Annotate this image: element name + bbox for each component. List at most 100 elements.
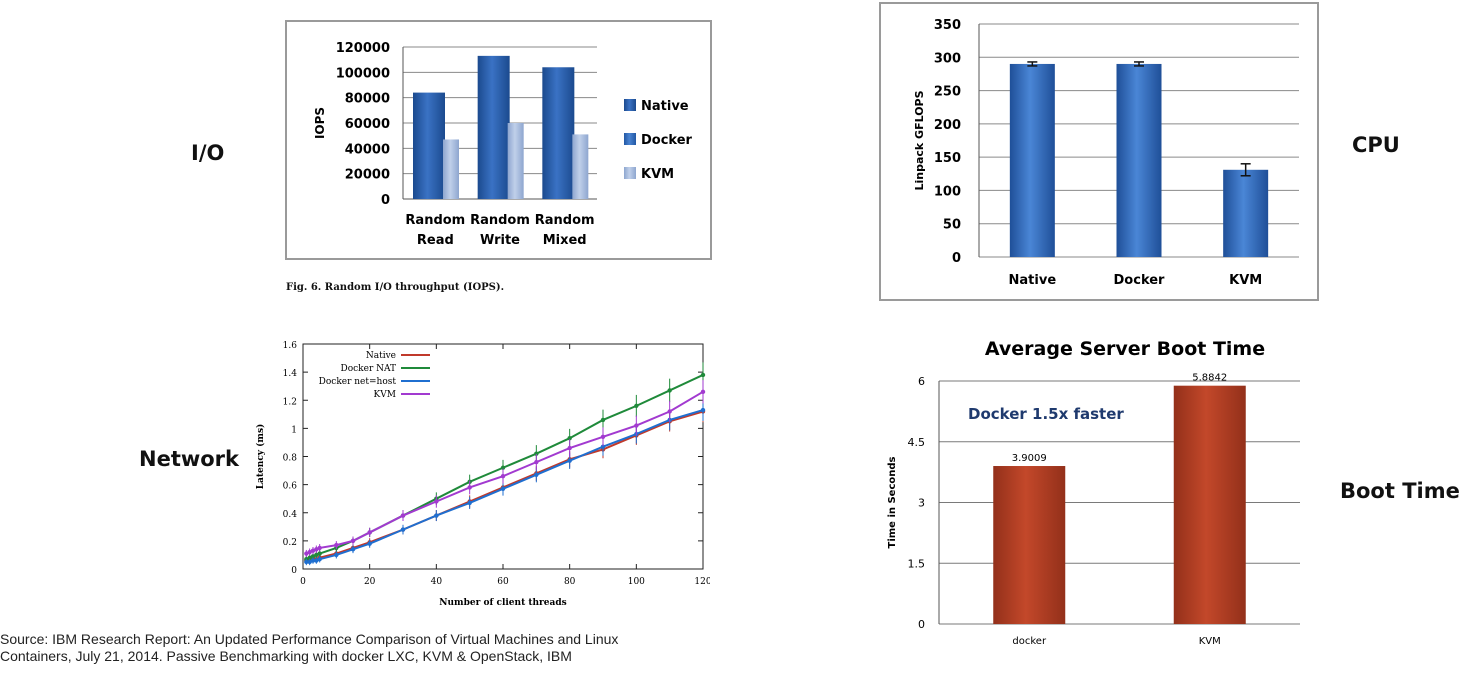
network-point [534, 451, 539, 456]
cpu-chart: 0 50 100 150 200 250 300 350 Linpack GFLOPS Nativ… [913, 18, 1299, 288]
source-citation: Source: IBM Research Report: An Updated … [0, 631, 618, 665]
boot-ytick-label: 1.5 [908, 557, 926, 570]
network-point [500, 473, 506, 479]
cpu-bar [1116, 63, 1162, 257]
io-xtick-label: Read [417, 233, 454, 248]
boot-ytick-label: 6 [918, 375, 925, 388]
cpu-xtick-label: Native [1009, 273, 1057, 288]
network-point [700, 389, 706, 395]
io-ylabel: IOPS [313, 107, 327, 139]
io-bar-kvm [507, 123, 524, 199]
network-point [667, 409, 672, 414]
cpu-bar [1223, 169, 1269, 257]
io-xtick-label: Write [480, 233, 520, 248]
cpu-ytick-label: 150 [934, 151, 961, 166]
io-xtick-label: Random [535, 213, 595, 228]
network-ytick-label: 0.2 [283, 538, 297, 548]
boot-xtick-label: KVM [1199, 636, 1221, 647]
io-ytick-label: 40000 [345, 142, 390, 157]
io-xtick-label: Mixed [543, 233, 587, 248]
boot-chart: Average Server Boot Time 0 1.5 3 4.5 6 Time in… [887, 338, 1300, 647]
network-point [434, 499, 439, 504]
cpu-xtick-label: KVM [1229, 273, 1262, 288]
network-point [467, 485, 472, 490]
network-xlabel: Number of client threads [439, 598, 566, 608]
io-ytick-label: 20000 [345, 168, 390, 183]
network-xtick-label: 40 [431, 577, 443, 587]
network-label: Network [139, 447, 240, 471]
network-point [304, 559, 309, 565]
io-xtick-label: Random [405, 213, 465, 228]
network-xtick-label: 100 [628, 577, 645, 587]
network-point [307, 549, 312, 555]
network-point [334, 542, 339, 548]
cpu-ytick-label: 50 [943, 218, 961, 233]
network-ytick-label: 0 [291, 566, 297, 576]
network-point [304, 551, 309, 556]
network-point [600, 434, 606, 440]
io-chart-frame: 0 20000 40000 60000 80000 100000 120000 IOPS Ran… [285, 20, 712, 260]
network-legend-label: Docker NAT [340, 364, 396, 374]
boot-ytick-label: 0 [918, 618, 925, 631]
network-point [307, 555, 312, 560]
network-legend-label: Docker net=host [319, 377, 397, 387]
network-point [434, 513, 439, 518]
boot-annotation: Docker 1.5x faster [968, 405, 1124, 423]
network-point [567, 436, 572, 441]
network-ytick-label: 1 [291, 425, 297, 435]
network-point [317, 556, 322, 562]
cpu-ytick-label: 250 [934, 85, 961, 100]
io-ytick-label: 100000 [336, 66, 390, 81]
network-point [500, 465, 506, 470]
cpu-chart-frame: 0 50 100 150 200 250 300 350 Linpack GFLOPS Nativ… [879, 2, 1319, 301]
boot-bar [1173, 385, 1246, 624]
network-ytick-label: 0.6 [283, 482, 298, 492]
network-point [310, 558, 316, 563]
network-point [600, 417, 606, 423]
boot-value-label: 3.9009 [1012, 453, 1047, 464]
network-point [634, 403, 639, 409]
network-ytick-label: 1.6 [283, 341, 298, 351]
network-point [317, 551, 322, 556]
io-xtick-label: Random [470, 213, 530, 228]
network-chart: 0 0.2 0.4 0.6 0.8 1 1.2 1.4 1.6 0 20 40 60 80 100 120 Nu… [255, 341, 710, 608]
network-point [700, 407, 706, 413]
boot-bar [993, 466, 1066, 624]
io-legend-label: Docker [641, 133, 693, 148]
io-ytick-label: 80000 [345, 92, 390, 107]
io-bar-native [542, 67, 575, 199]
io-legend-swatch [624, 133, 636, 145]
cpu-bar [1009, 63, 1055, 257]
network-point [467, 500, 472, 506]
network-point [310, 548, 316, 553]
io-bar-kvm [443, 139, 459, 199]
io-label: I/O [191, 141, 225, 165]
boot-chart-title: Average Server Boot Time [985, 338, 1265, 360]
cpu-ytick-label: 100 [934, 184, 961, 199]
cpu-xtick-label: Docker [1114, 273, 1166, 288]
io-ytick-label: 60000 [345, 117, 390, 132]
network-xtick-label: 120 [694, 577, 710, 587]
network-point [400, 513, 406, 518]
network-ytick-label: 1.2 [283, 397, 297, 407]
boot-ytick-label: 4.5 [908, 436, 926, 449]
network-point [314, 552, 319, 558]
network-ytick-label: 0.8 [283, 454, 298, 464]
network-ylabel: Latency (ms) [255, 424, 266, 490]
network-series-line [305, 390, 704, 555]
network-xtick-label: 80 [564, 577, 576, 587]
source-line-2: Containers, July 21, 2014. Passive Bench… [0, 648, 572, 664]
cpu-ytick-label: 0 [952, 251, 961, 266]
network-point [667, 388, 672, 393]
network-point [700, 372, 706, 378]
network-legend-label: KVM [374, 390, 396, 400]
boot-xtick-label: docker [1012, 636, 1047, 647]
boot-ytick-label: 3 [918, 497, 925, 510]
io-legend-swatch [624, 167, 636, 179]
network-point [567, 458, 572, 463]
cpu-ytick-label: 300 [934, 51, 961, 66]
network-point [350, 538, 356, 544]
io-chart: 0 20000 40000 60000 80000 100000 120000 IOPS Ran… [313, 41, 693, 248]
network-point [634, 423, 639, 428]
boot-value-label: 5.8842 [1192, 373, 1227, 384]
